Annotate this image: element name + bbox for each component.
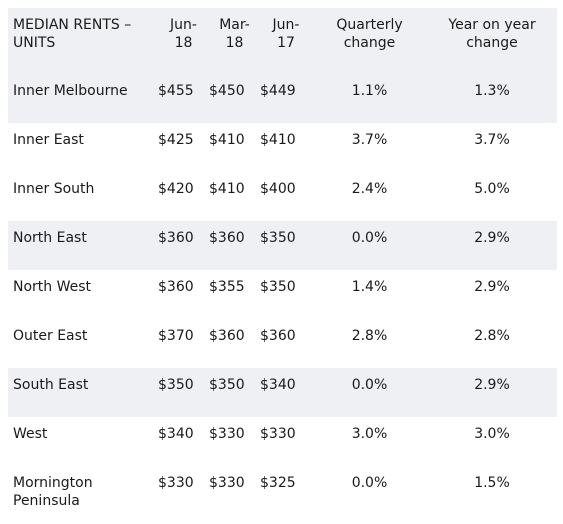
cell-jun-18: $350 — [158, 377, 194, 393]
column-header-jun-17: Jun- 17 — [272, 17, 300, 51]
cell-jun-17: $410 — [260, 132, 296, 148]
cell-jun-17: $360 — [260, 328, 296, 344]
cell-quarterly-change: 1.4% — [351, 279, 388, 295]
column-header-year-on-year-change: Year on year change — [448, 17, 536, 51]
table-body: Inner Melbourne $455 $450 $449 1.1% 1.3% Inner… — [8, 74, 557, 515]
table-row: North West $360 $355 $350 1.4% 2.9% — [8, 270, 557, 319]
cell-jun-18: $455 — [158, 83, 194, 99]
table-row: West $340 $330 $330 3.0% 3.0% — [8, 417, 557, 466]
cell-jun-18: $360 — [158, 230, 194, 246]
cell-mar-18: $410 — [209, 132, 245, 148]
cell-jun-17: $350 — [260, 230, 296, 246]
cell-jun-18: $420 — [158, 181, 194, 197]
cell-year-on-year-change: 5.0% — [474, 181, 510, 197]
cell-region: West — [13, 426, 48, 442]
cell-quarterly-change: 2.8% — [351, 328, 388, 344]
cell-jun-18: $330 — [158, 475, 194, 491]
table-row: Mornington Peninsula $330 $330 $325 0.0% 1.5% — [8, 466, 557, 515]
cell-year-on-year-change: 2.9% — [474, 230, 510, 246]
cell-jun-17: $330 — [260, 426, 296, 442]
cell-mar-18: $450 — [209, 83, 245, 99]
cell-region: Mornington Peninsula — [13, 475, 93, 509]
column-header-region: MEDIAN RENTS – UNITS — [13, 17, 132, 51]
cell-jun-18: $360 — [158, 279, 194, 295]
cell-mar-18: $355 — [209, 279, 245, 295]
cell-jun-17: $325 — [260, 475, 296, 491]
cell-mar-18: $360 — [209, 328, 245, 344]
cell-year-on-year-change: 2.9% — [474, 377, 510, 393]
cell-quarterly-change: 0.0% — [351, 230, 388, 246]
median-rents-table: MEDIAN RENTS – UNITS Jun- 18 Mar- 18 Jun… — [8, 8, 557, 515]
cell-quarterly-change: 2.4% — [351, 181, 388, 197]
cell-quarterly-change: 0.0% — [351, 377, 388, 393]
cell-jun-17: $449 — [260, 83, 296, 99]
cell-year-on-year-change: 2.8% — [474, 328, 510, 344]
table-row: Inner Melbourne $455 $450 $449 1.1% 1.3% — [8, 74, 557, 123]
table-row: South East $350 $350 $340 0.0% 2.9% — [8, 368, 557, 417]
cell-mar-18: $410 — [209, 181, 245, 197]
cell-mar-18: $350 — [209, 377, 245, 393]
table-row: North East $360 $360 $350 0.0% 2.9% — [8, 221, 557, 270]
cell-jun-17: $400 — [260, 181, 296, 197]
cell-region: Inner South — [13, 181, 95, 197]
cell-year-on-year-change: 2.9% — [474, 279, 510, 295]
cell-year-on-year-change: 3.0% — [474, 426, 510, 442]
cell-region: Inner East — [13, 132, 84, 148]
table-row: Inner East $425 $410 $410 3.7% 3.7% — [8, 123, 557, 172]
cell-region: Inner Melbourne — [13, 83, 128, 99]
column-header-quarterly-change: Quarterly change — [336, 17, 403, 51]
header-row: MEDIAN RENTS – UNITS Jun- 18 Mar- 18 Jun… — [8, 8, 557, 74]
cell-jun-18: $425 — [158, 132, 194, 148]
cell-region: South East — [13, 377, 89, 393]
cell-mar-18: $360 — [209, 230, 245, 246]
cell-region: North East — [13, 230, 87, 246]
cell-region: North West — [13, 279, 92, 295]
cell-jun-18: $340 — [158, 426, 194, 442]
cell-mar-18: $330 — [209, 426, 245, 442]
cell-quarterly-change: 0.0% — [351, 475, 388, 491]
cell-quarterly-change: 3.7% — [351, 132, 388, 148]
cell-quarterly-change: 3.0% — [351, 426, 388, 442]
table-row: Outer East $370 $360 $360 2.8% 2.8% — [8, 319, 557, 368]
cell-jun-17: $340 — [260, 377, 296, 393]
table-row: Inner South $420 $410 $400 2.4% 5.0% — [8, 172, 557, 221]
cell-mar-18: $330 — [209, 475, 245, 491]
cell-quarterly-change: 1.1% — [351, 83, 388, 99]
cell-year-on-year-change: 1.3% — [474, 83, 510, 99]
cell-jun-18: $370 — [158, 328, 194, 344]
cell-year-on-year-change: 3.7% — [474, 132, 510, 148]
column-header-mar-18: Mar- 18 — [219, 17, 250, 51]
cell-jun-17: $350 — [260, 279, 296, 295]
column-header-jun-18: Jun- 18 — [170, 17, 197, 51]
cell-year-on-year-change: 1.5% — [474, 475, 510, 491]
cell-region: Outer East — [13, 328, 88, 344]
